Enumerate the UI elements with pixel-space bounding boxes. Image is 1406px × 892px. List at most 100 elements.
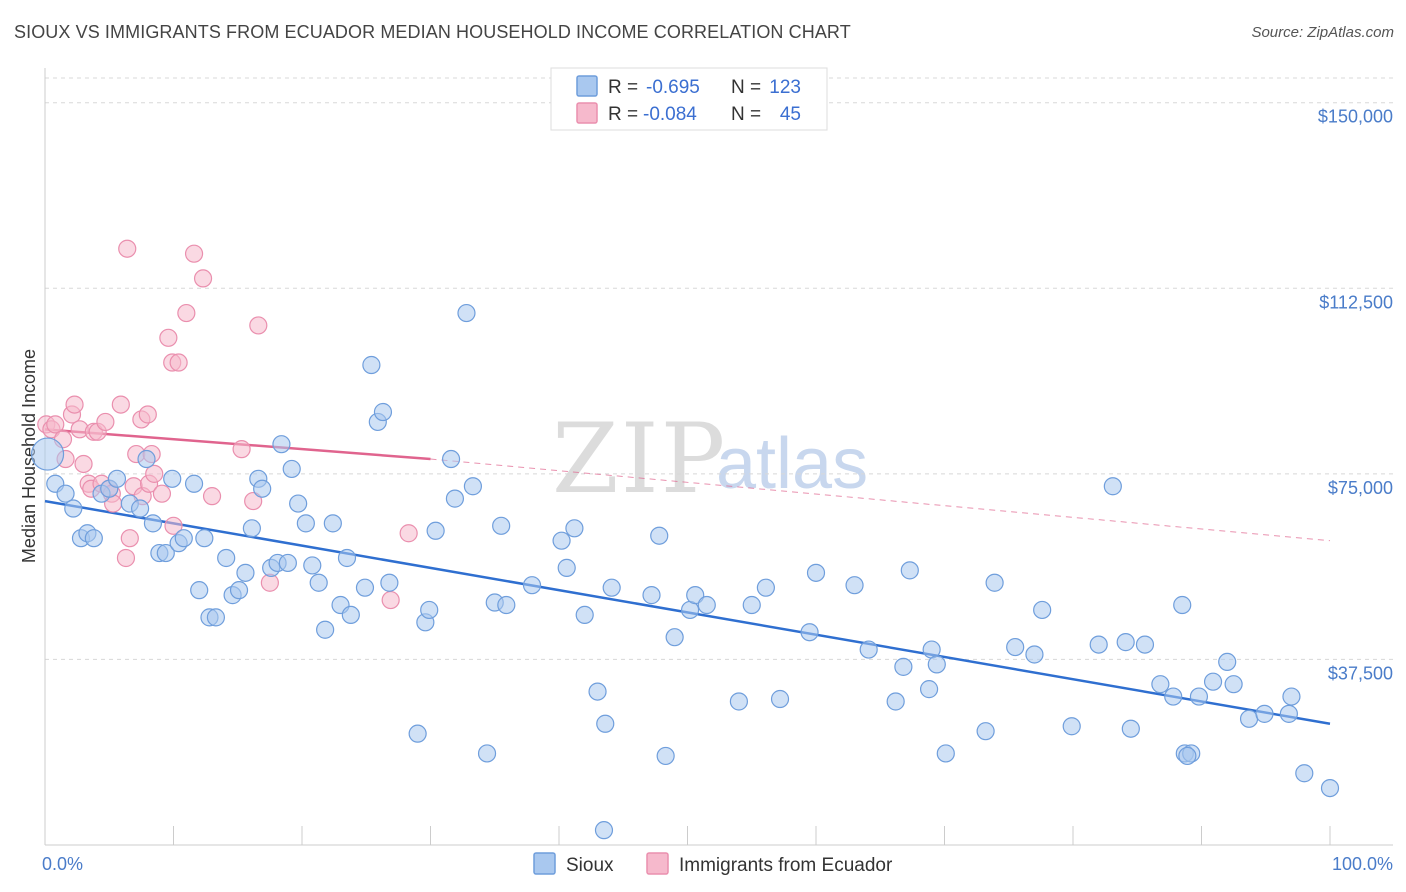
ecuador-point (120, 529, 139, 548)
sioux-point (463, 477, 483, 496)
sioux-points (30, 303, 1340, 840)
legend-swatch-ecuador (576, 102, 598, 124)
sioux-point (1116, 633, 1135, 652)
sioux-point (341, 605, 360, 625)
sioux-point (770, 689, 790, 709)
sioux-point (588, 682, 607, 701)
sioux-point (1089, 635, 1108, 654)
sioux-point (1282, 687, 1301, 706)
ecuador-point (164, 516, 183, 535)
sioux-point (156, 543, 175, 563)
sioux-point (1295, 764, 1314, 783)
sioux-point (163, 469, 182, 488)
sioux-point (355, 578, 375, 597)
sioux-point (806, 563, 826, 582)
sioux-point (575, 605, 594, 625)
ecuador-point (46, 415, 65, 434)
sioux-point (927, 655, 946, 674)
sioux-point (1320, 778, 1340, 798)
sioux-point (1121, 719, 1140, 738)
sioux-point (756, 578, 775, 597)
sioux-point (1151, 675, 1170, 694)
sioux-point (373, 402, 393, 422)
legend-n-label-ecuador: N = (731, 104, 761, 125)
ecuador-point (244, 491, 263, 511)
bottom-legend-label-ecuador: Immigrants from Ecuador (679, 855, 893, 876)
sioux-point (1203, 672, 1223, 691)
sioux-point (380, 573, 399, 592)
sioux-point (1239, 709, 1259, 728)
sioux-point (236, 563, 255, 582)
sioux-point (174, 529, 193, 548)
ecuador-point (96, 412, 115, 432)
sioux-point (445, 489, 465, 508)
sioux-point (1255, 704, 1274, 723)
sioux-point (919, 680, 939, 699)
ecuador-point (65, 395, 84, 414)
sioux-point (845, 576, 864, 595)
trend-line-ecuador-extension (430, 458, 1331, 542)
sioux-point (56, 484, 75, 503)
sioux-point (137, 449, 156, 469)
sioux-point (477, 744, 497, 763)
sioux-point (337, 548, 357, 568)
sioux-point (729, 692, 749, 711)
sioux-point (800, 623, 819, 642)
sioux-point (1135, 635, 1155, 654)
ecuador-point (399, 524, 418, 543)
sioux-point (64, 499, 83, 518)
sioux-point (894, 657, 913, 676)
y-axis-label: Median Household Income (19, 349, 39, 563)
sioux-point (130, 499, 150, 518)
ecuador-point (381, 590, 400, 610)
ecuador-point (145, 464, 164, 483)
sioux-point (143, 514, 163, 533)
sioux-point (316, 620, 335, 639)
sioux-point (190, 581, 209, 600)
sioux-point (272, 435, 291, 454)
sioux-point (886, 692, 905, 711)
ecuador-point (193, 269, 213, 288)
ecuador-point (138, 405, 157, 424)
sioux-point (309, 573, 328, 592)
sioux-point (426, 521, 445, 540)
sioux-point (457, 303, 476, 323)
ecuador-point (116, 548, 136, 568)
y-tick-label: $37,500 (1328, 663, 1393, 683)
sioux-point (206, 608, 226, 627)
sioux-point (278, 553, 297, 573)
y-tick-label: $112,500 (1319, 292, 1393, 312)
sioux-point (303, 556, 322, 575)
sioux-point (1103, 477, 1122, 496)
sioux-point (296, 514, 315, 533)
sioux-point (362, 355, 381, 375)
legend-n-label-sioux: N = (731, 77, 761, 98)
sioux-point (596, 714, 615, 733)
y-tick-labels: $37,500 $75,000 $112,500 $150,000 (1318, 107, 1393, 684)
legend-r-label-sioux: R = (608, 77, 638, 98)
y-tick-label: $75,000 (1328, 478, 1393, 498)
sioux-point (1178, 746, 1197, 766)
sioux-point (859, 640, 878, 659)
sioux-point (492, 516, 511, 535)
watermark-zip: ZIP (552, 403, 727, 515)
sioux-point (84, 529, 103, 548)
sioux-point (1218, 652, 1237, 672)
sioux-point (1164, 687, 1183, 706)
bottom-legend-swatch-ecuador (646, 852, 669, 875)
bottom-legend: Sioux Immigrants from Ecuador (533, 852, 893, 876)
ecuador-point (249, 316, 268, 335)
bottom-legend-swatch-sioux (533, 852, 556, 875)
sioux-point (565, 519, 584, 538)
sioux-point (408, 724, 427, 743)
sioux-point (184, 474, 204, 493)
legend-n-value-ecuador: 45 (780, 104, 801, 125)
sioux-point (30, 437, 65, 471)
legend-r-label-ecuador: R = (608, 104, 638, 125)
sioux-point (195, 529, 214, 548)
legend-swatch-sioux (576, 75, 598, 97)
ecuador-point (159, 328, 178, 347)
sioux-point (1062, 717, 1081, 736)
x-tick-label-start: 0.0% (42, 854, 83, 874)
